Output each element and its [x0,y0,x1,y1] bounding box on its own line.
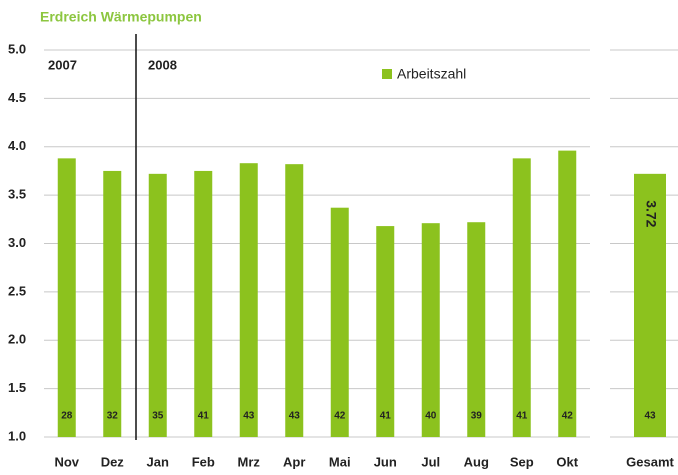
y-tick-label: 4.0 [8,138,26,153]
y-tick-label: 1.0 [8,428,26,443]
y-tick-label: 5.0 [8,41,26,56]
count-label: 41 [380,411,392,422]
bar [57,158,76,438]
count-label: 32 [107,411,119,422]
count-label: 43 [243,411,255,422]
value-label: 3.72 [643,200,659,227]
bar [239,163,258,437]
year-label: 2007 [48,57,77,72]
chart-title: Erdreich Wärmepumpen [40,9,202,25]
bar [194,170,213,437]
bar [512,158,531,438]
bar [634,173,666,437]
count-label: 43 [289,411,301,422]
y-tick-label: 3.0 [8,235,26,250]
x-tick-label: Feb [192,454,215,469]
count-label: 42 [334,411,346,422]
x-tick-label: Nov [54,454,79,469]
x-tick-label: Mrz [238,454,261,469]
y-tick-label: 2.5 [8,283,26,298]
count-label: 40 [425,411,437,422]
bar [330,207,349,437]
bar [285,164,304,438]
bar [558,150,577,437]
x-tick-label: Aug [464,454,489,469]
x-tick-label: Jun [374,454,397,469]
count-label: 42 [562,411,574,422]
x-tick-label: Jan [147,454,169,469]
x-tick-label: Sep [510,454,534,469]
y-tick-label: 2.0 [8,332,26,347]
legend-label: Arbeitszahl [397,66,466,82]
count-label: 28 [61,411,73,422]
bar [376,226,395,437]
count-label: 39 [471,411,483,422]
x-tick-label: Jul [421,454,440,469]
count-label: 43 [644,411,656,422]
year-label: 2008 [148,57,177,72]
y-tick-label: 4.5 [8,90,26,105]
bar [421,223,440,437]
x-tick-label: Apr [283,454,305,469]
bar [148,173,167,437]
legend-swatch [382,69,392,79]
count-label: 41 [516,411,528,422]
bar [103,170,122,437]
bar [467,222,486,437]
y-tick-label: 1.5 [8,380,26,395]
count-label: 35 [152,411,164,422]
x-tick-label: Okt [556,454,578,469]
count-label: 41 [198,411,210,422]
x-tick-label: Dez [101,454,125,469]
y-tick-label: 3.5 [8,187,26,202]
x-tick-label: Gesamt [626,454,674,469]
x-tick-label: Mai [329,454,351,469]
